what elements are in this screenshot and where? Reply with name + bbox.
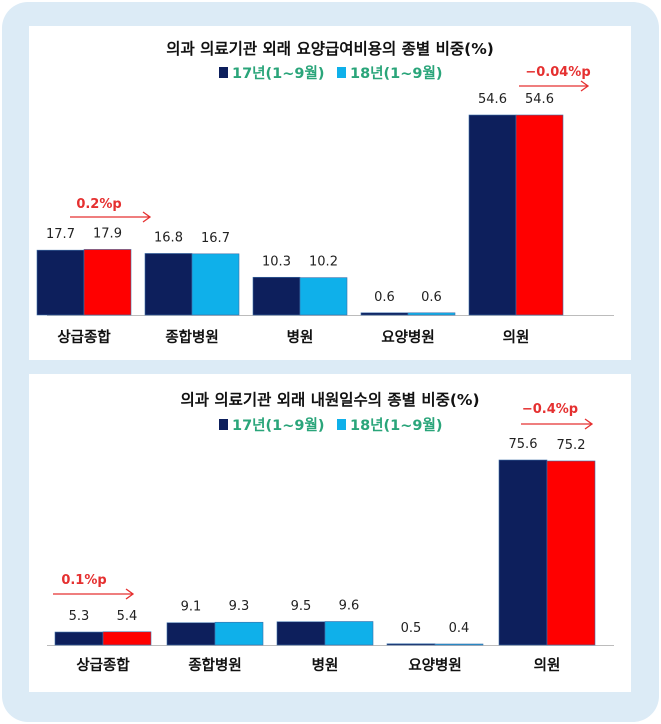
bar (54, 631, 104, 646)
legend-swatch (337, 419, 346, 430)
bar (102, 631, 152, 646)
bar (166, 622, 216, 646)
change-annotation: 0.2%p (76, 197, 121, 212)
change-arrow-icon (519, 80, 590, 92)
category-label: 병원 (287, 329, 314, 346)
value-label: 17.7 (46, 227, 75, 242)
bar (386, 643, 436, 646)
value-label: 17.9 (93, 226, 122, 241)
value-label: 9.5 (291, 599, 312, 614)
bar (546, 460, 596, 646)
value-label: 54.6 (478, 92, 507, 107)
value-label: 16.7 (201, 231, 230, 246)
change-arrow-icon (70, 211, 152, 223)
legend-label: 18년(1~9월) (350, 417, 442, 434)
change-annotation: −0.04%p (525, 65, 590, 80)
bar (276, 621, 326, 646)
value-label: 10.3 (262, 254, 291, 269)
change-arrow-icon (521, 418, 594, 430)
chart-title: 의과 의료기관 외래 내원일수의 종별 비중(%) (180, 391, 479, 409)
bar (468, 114, 517, 316)
value-label: 5.3 (69, 609, 90, 624)
value-label: 0.6 (421, 290, 442, 305)
value-label: 0.5 (401, 621, 422, 636)
value-label: 5.4 (117, 609, 138, 624)
value-label: 9.3 (229, 599, 250, 614)
value-label: 0.4 (449, 621, 470, 636)
bar (36, 249, 85, 316)
bar (191, 253, 240, 316)
category-label: 상급종합 (57, 329, 111, 346)
category-label: 의원 (503, 328, 530, 346)
bar (324, 621, 374, 646)
change-arrow-icon (53, 588, 135, 600)
bar (214, 621, 264, 646)
bar (498, 459, 548, 646)
visit-share-chart: 의과 의료기관 외래 내원일수의 종별 비중(%) 17년(1~9월) 18년(1~… (47, 391, 614, 674)
bar (144, 253, 193, 316)
legend-label: 17년(1~9월) (232, 65, 324, 82)
bar (83, 249, 132, 316)
category-label: 요양병원 (408, 657, 461, 674)
value-label: 75.6 (509, 437, 538, 452)
bar (434, 643, 484, 646)
value-label: 0.6 (374, 290, 395, 305)
bar (515, 114, 564, 316)
value-label: 16.8 (154, 230, 183, 245)
value-label: 9.1 (181, 600, 202, 615)
category-label: 상급종합 (76, 657, 130, 674)
value-label: 54.6 (525, 92, 554, 107)
value-label: 9.6 (339, 599, 360, 614)
change-annotation: −0.4%p (522, 402, 578, 417)
chart-title: 의과 의료기관 외래 요양급여비용의 종별 비중(%) (166, 40, 494, 58)
legend-swatch (337, 67, 346, 78)
category-label: 종합병원 (188, 657, 241, 674)
value-label: 75.2 (557, 438, 586, 453)
value-label: 10.2 (309, 255, 338, 270)
category-label: 의원 (534, 656, 561, 674)
cost-share-chart: 의과 의료기관 외래 요양급여비용의 종별 비중(%) 17년(1~9월) 18년(… (36, 40, 614, 346)
legend-label: 18년(1~9월) (350, 65, 442, 82)
category-label: 종합병원 (165, 329, 218, 346)
category-label: 요양병원 (381, 329, 434, 346)
category-label: 병원 (312, 657, 339, 674)
change-annotation: 0.1%p (61, 573, 106, 588)
bar (252, 276, 301, 316)
bar (299, 277, 348, 316)
cost-share-chart-panel: 의과 의료기관 외래 요양급여비용의 종별 비중(%) 17년(1~9월) 18년(… (29, 26, 631, 360)
legend-label: 17년(1~9월) (232, 417, 324, 434)
visit-share-chart-panel: 의과 의료기관 외래 내원일수의 종별 비중(%) 17년(1~9월) 18년(1~… (29, 374, 631, 692)
legend-swatch (219, 67, 228, 78)
bar (360, 312, 409, 316)
legend-swatch (219, 419, 228, 430)
bar (407, 312, 456, 316)
